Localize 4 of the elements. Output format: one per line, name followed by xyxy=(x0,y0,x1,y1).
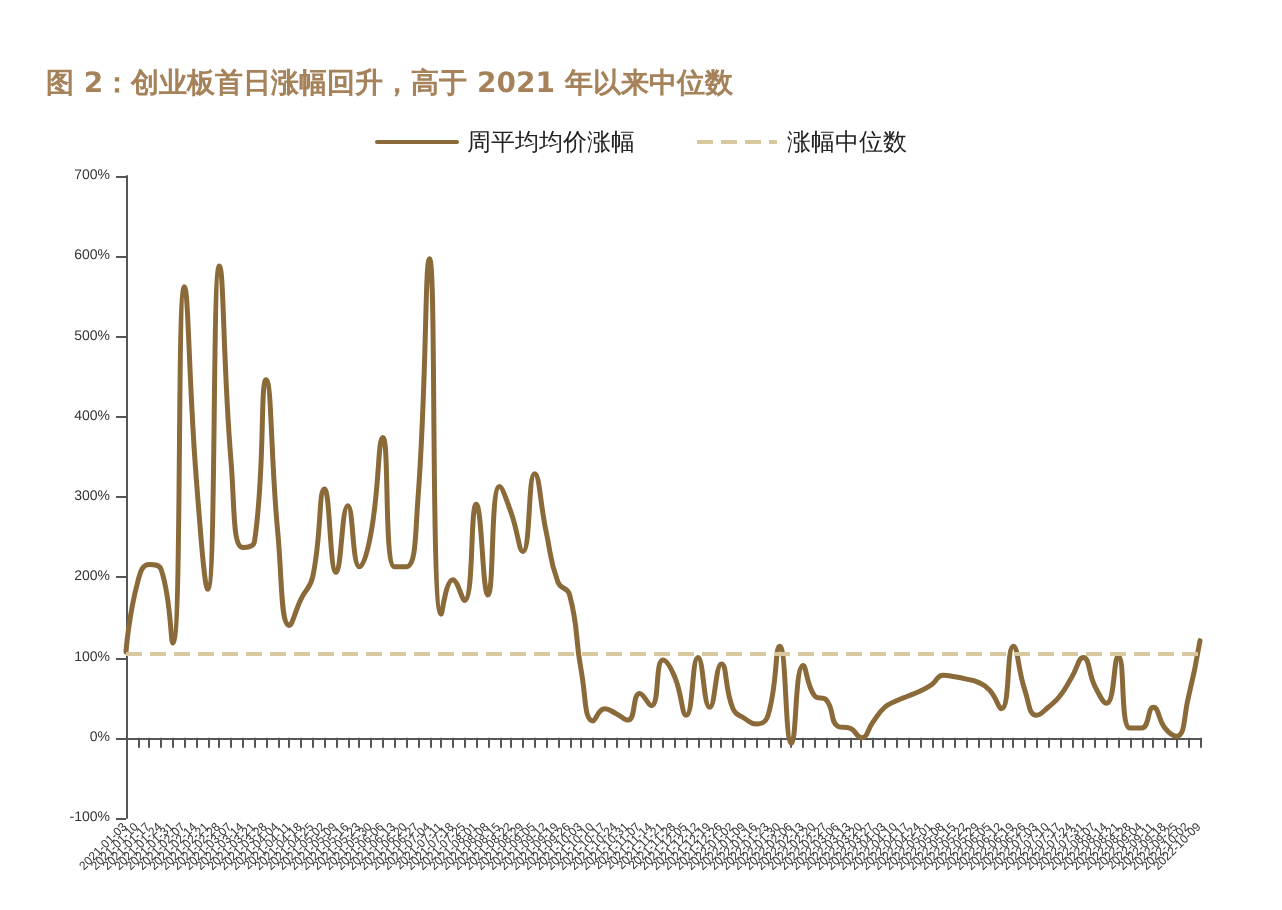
legend-label: 涨幅中位数 xyxy=(787,128,907,156)
legend-label: 周平均均价涨幅 xyxy=(467,128,635,156)
line-series xyxy=(123,256,1203,746)
chart-title: 图 2：创业板首日涨幅回升，高于 2021 年以来中位数 xyxy=(46,66,735,100)
